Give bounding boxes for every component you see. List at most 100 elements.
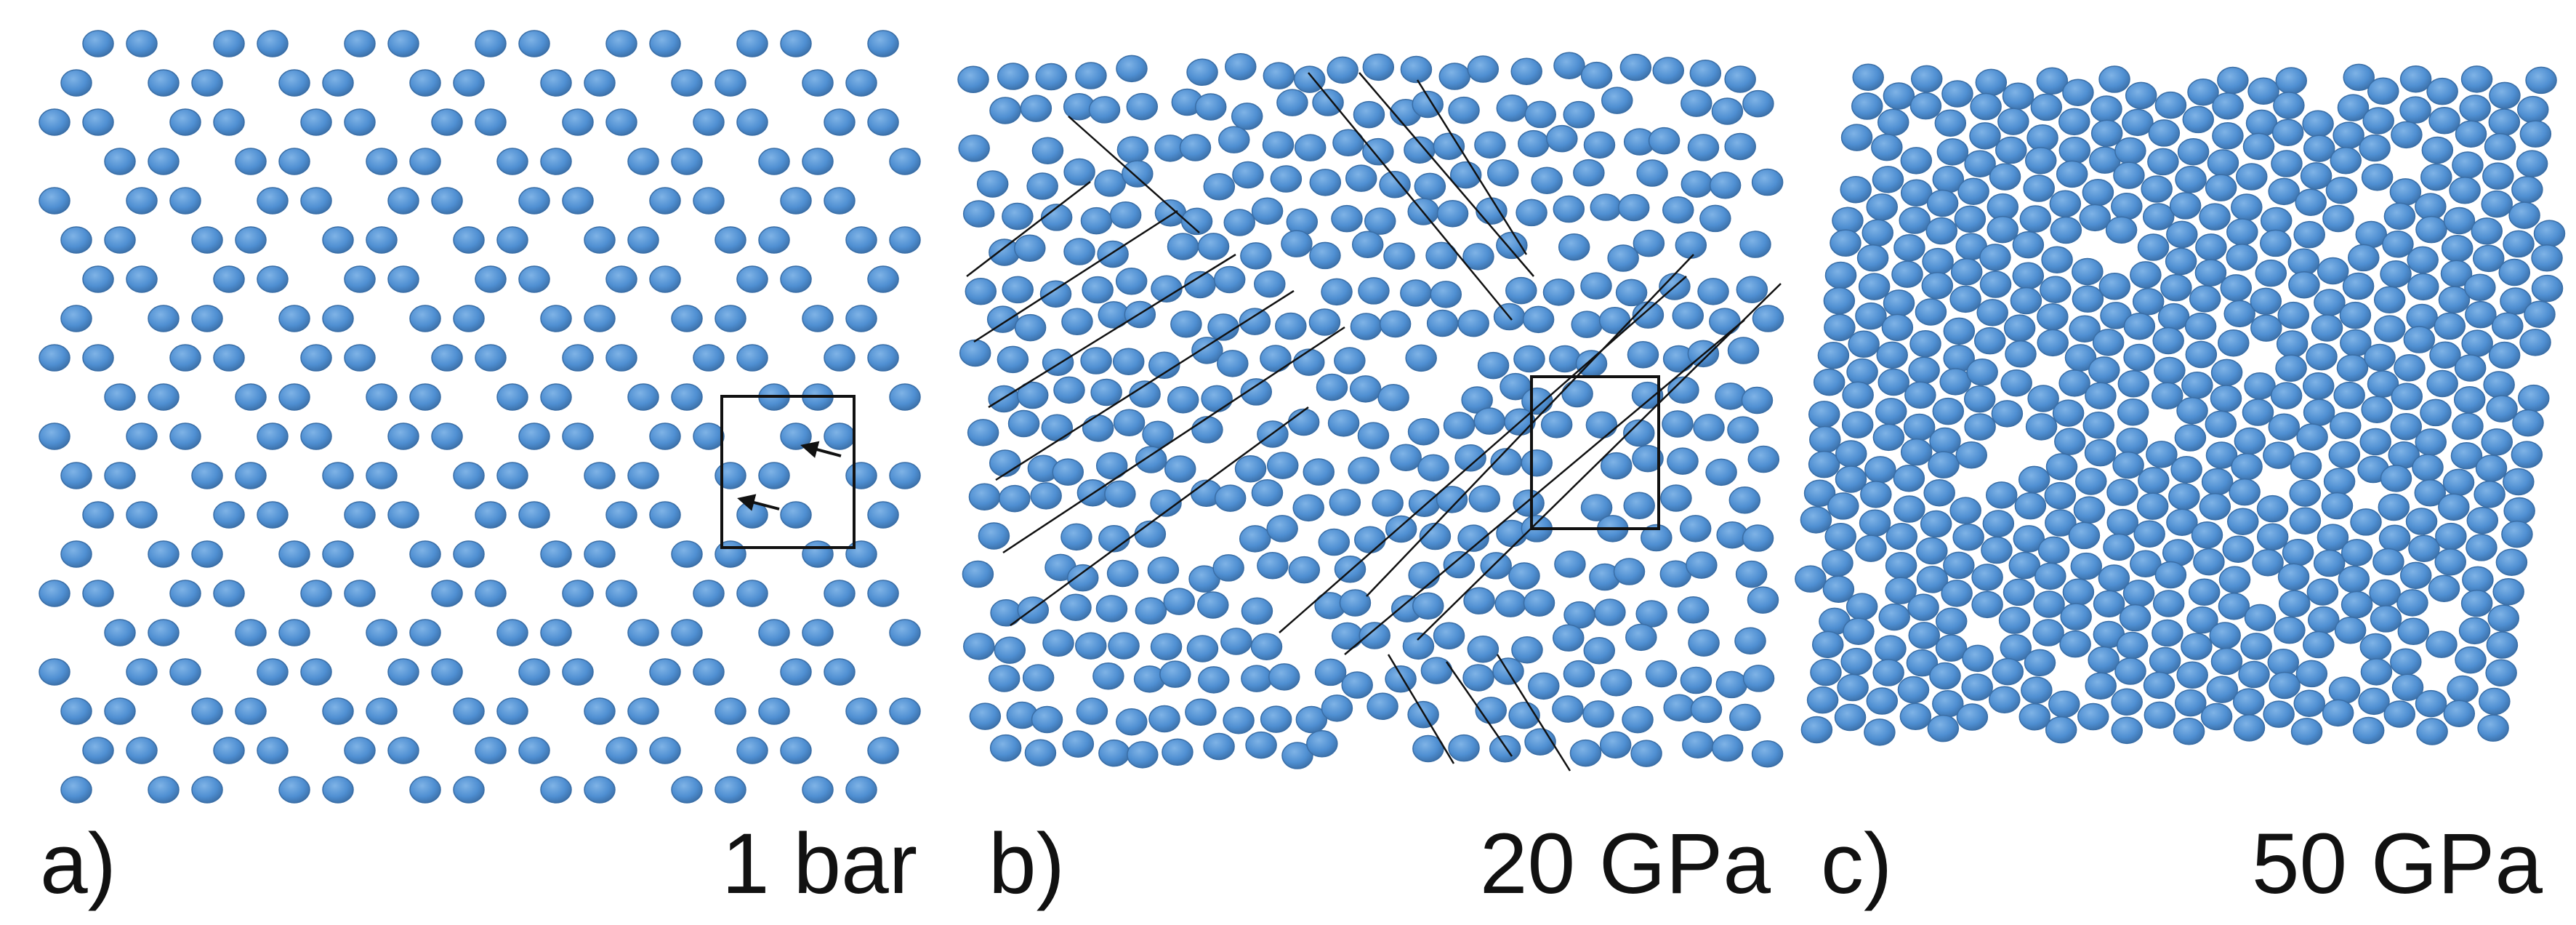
- atom: [2295, 660, 2328, 688]
- atom: [60, 776, 92, 804]
- atom: [2138, 467, 2170, 494]
- atom: [1408, 561, 1440, 589]
- atom: [736, 580, 768, 607]
- panel-c-condition: 50 GPa: [2252, 816, 2543, 912]
- atom: [540, 69, 572, 97]
- atom: [1856, 244, 1889, 272]
- atom: [1240, 242, 1272, 270]
- atom: [1824, 523, 1856, 550]
- atom: [1213, 265, 1246, 294]
- atom: [1358, 277, 1390, 305]
- atom: [2306, 343, 2338, 371]
- atom: [2223, 300, 2255, 328]
- atom: [1260, 705, 1292, 733]
- atom: [2270, 382, 2303, 409]
- atom: [2093, 590, 2125, 618]
- atom: [278, 383, 310, 411]
- atom: [39, 423, 71, 450]
- atom: [540, 776, 572, 804]
- atom: [1866, 687, 1899, 715]
- atom: [104, 148, 136, 175]
- atom: [387, 423, 419, 450]
- panel-a-letter: a): [40, 816, 116, 912]
- atom: [2132, 287, 2165, 316]
- atom: [431, 344, 463, 372]
- atom: [1270, 165, 1303, 193]
- atom: [584, 776, 616, 804]
- atom: [1232, 161, 1264, 189]
- atom: [344, 737, 376, 764]
- atom: [2236, 163, 2268, 191]
- atom: [1281, 742, 1313, 769]
- atom: [845, 226, 877, 254]
- atom: [1266, 515, 1298, 542]
- atom: [126, 737, 158, 764]
- atom: [1332, 129, 1364, 157]
- atom: [1016, 381, 1049, 409]
- atom: [2060, 603, 2092, 630]
- atom: [2348, 244, 2380, 272]
- atom: [889, 462, 921, 489]
- atom: [1379, 171, 1411, 199]
- atom: [2466, 506, 2499, 534]
- atom: [2210, 385, 2242, 412]
- atom: [2489, 81, 2521, 110]
- atom: [1875, 398, 1907, 425]
- atom: [2024, 147, 2057, 175]
- atom: [1632, 444, 1664, 473]
- atom: [2077, 702, 2109, 731]
- atom: [824, 658, 856, 686]
- atom: [169, 423, 201, 450]
- atom: [2486, 631, 2519, 659]
- atom: [2123, 312, 2156, 340]
- atom: [1810, 658, 1842, 686]
- atom: [2079, 204, 2111, 232]
- atom: [1729, 703, 1761, 732]
- atom: [1652, 57, 1684, 84]
- atom: [2106, 508, 2138, 537]
- atom: [2441, 234, 2474, 263]
- atom: [344, 265, 376, 293]
- atom: [562, 658, 594, 686]
- atom: [191, 697, 223, 725]
- atom: [2481, 190, 2513, 218]
- atom: [2302, 372, 2335, 400]
- atom: [2142, 203, 2175, 231]
- atom: [257, 737, 289, 764]
- atom: [148, 69, 180, 97]
- atom: [2130, 550, 2162, 578]
- atom: [824, 187, 856, 215]
- atom: [1583, 637, 1616, 665]
- atom: [2434, 548, 2466, 576]
- atom: [1864, 718, 1896, 746]
- guide-line: [1068, 116, 1200, 233]
- atom: [2277, 563, 2310, 591]
- atom: [1194, 93, 1227, 121]
- atom: [518, 265, 550, 293]
- atom: [2524, 300, 2556, 328]
- atom: [2218, 592, 2250, 620]
- atom: [2525, 66, 2557, 95]
- atom: [1191, 416, 1223, 444]
- atom: [1436, 486, 1468, 513]
- atom: [1949, 497, 1981, 524]
- atom: [2420, 399, 2452, 427]
- atom: [1553, 52, 1585, 79]
- atom: [2205, 410, 2237, 439]
- atom: [278, 148, 310, 175]
- guide-line: [1416, 79, 1528, 255]
- atom: [2275, 354, 2307, 383]
- atom: [2058, 136, 2091, 164]
- atom: [2058, 369, 2090, 397]
- atom: [562, 344, 594, 372]
- atom: [1885, 552, 1917, 580]
- atom: [2012, 262, 2045, 290]
- atom: [2218, 566, 2251, 593]
- atom: [1883, 82, 1915, 110]
- atom: [1113, 409, 1146, 436]
- atom: [736, 344, 768, 372]
- atom: [2495, 548, 2528, 576]
- atom: [540, 383, 572, 411]
- atom: [2405, 508, 2438, 535]
- atom: [2141, 175, 2173, 203]
